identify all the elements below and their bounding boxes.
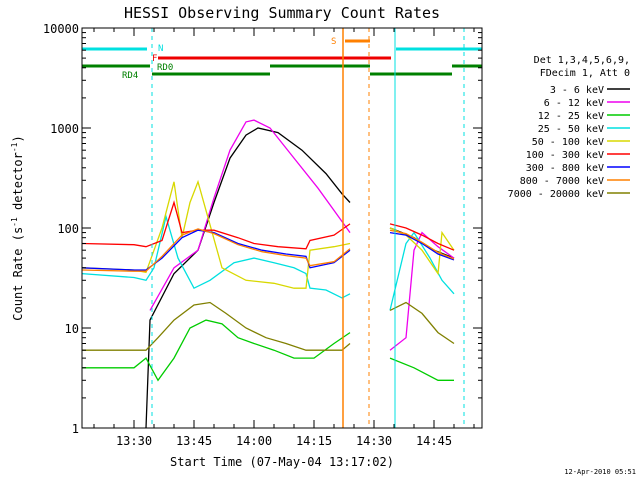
y-axis-label-part: detector bbox=[11, 152, 25, 217]
y-axis-label-part: ) bbox=[11, 135, 25, 142]
axes: 13:30 13:45 14:00 14:15 14:30 14:45 1 10 100 1000… bbox=[43, 22, 482, 448]
night-flag-label: N bbox=[158, 44, 163, 54]
legend-label: 50 - 100 keV bbox=[532, 137, 604, 148]
y-tick-label: 1 bbox=[72, 422, 79, 436]
saa-flag-label: S bbox=[331, 37, 336, 47]
y-tick-label: 10000 bbox=[43, 22, 79, 36]
x-tick-label: 14:30 bbox=[356, 434, 392, 448]
rd4-flag-label: RD4 bbox=[122, 71, 138, 81]
legend: Det 1,3,4,5,6,9, FDecim 1, Att 0 3 - 6 k… bbox=[508, 55, 630, 200]
rd0-flag-label: RD0 bbox=[157, 63, 173, 73]
legend-label: 800 - 7000 keV bbox=[520, 176, 604, 187]
y-axis-label-superscript: -1 bbox=[10, 217, 19, 227]
plot-timestamp: 12-Apr-2010 05:51 bbox=[564, 468, 636, 476]
legend-label: 300 - 800 keV bbox=[526, 163, 604, 174]
series-line-8 bbox=[82, 301, 455, 351]
x-tick-label: 14:45 bbox=[416, 434, 452, 448]
y-axis-label-superscript: -1 bbox=[10, 142, 19, 152]
x-axis-label: Start Time (07-May-04 13:17:02) bbox=[170, 455, 394, 469]
plot-area bbox=[81, 119, 455, 429]
y-tick-label: 100 bbox=[57, 222, 79, 236]
series-line-3 bbox=[81, 214, 455, 311]
y-tick-label: 10 bbox=[65, 322, 79, 336]
legend-label: 100 - 300 keV bbox=[526, 150, 604, 161]
legend-label: 7000 - 20000 keV bbox=[508, 189, 604, 200]
flare-flag-label: F bbox=[152, 54, 157, 64]
legend-header-line: Det 1,3,4,5,6,9, bbox=[534, 55, 630, 66]
series-line-7 bbox=[81, 228, 455, 272]
y-tick-label: 1000 bbox=[50, 122, 79, 136]
x-tick-label: 14:15 bbox=[296, 434, 332, 448]
chart-title: HESSI Observing Summary Count Rates bbox=[124, 4, 440, 22]
series-line-2 bbox=[82, 319, 454, 382]
y-axis-label-part: Count Rate (s bbox=[11, 227, 25, 321]
legend-label: 12 - 25 keV bbox=[538, 111, 604, 122]
x-tick-label: 13:30 bbox=[116, 434, 152, 448]
legend-label: 25 - 50 keV bbox=[538, 124, 604, 135]
legend-label: 6 - 12 keV bbox=[544, 98, 604, 109]
legend-label: 3 - 6 keV bbox=[550, 85, 604, 96]
x-tick-label: 14:00 bbox=[236, 434, 272, 448]
x-tick-label: 13:45 bbox=[176, 434, 212, 448]
y-axis-label: Count Rate (s-1 detector-1) bbox=[10, 135, 25, 320]
legend-header-line: FDecim 1, Att 0 bbox=[540, 68, 630, 79]
series-line-5 bbox=[81, 200, 455, 251]
